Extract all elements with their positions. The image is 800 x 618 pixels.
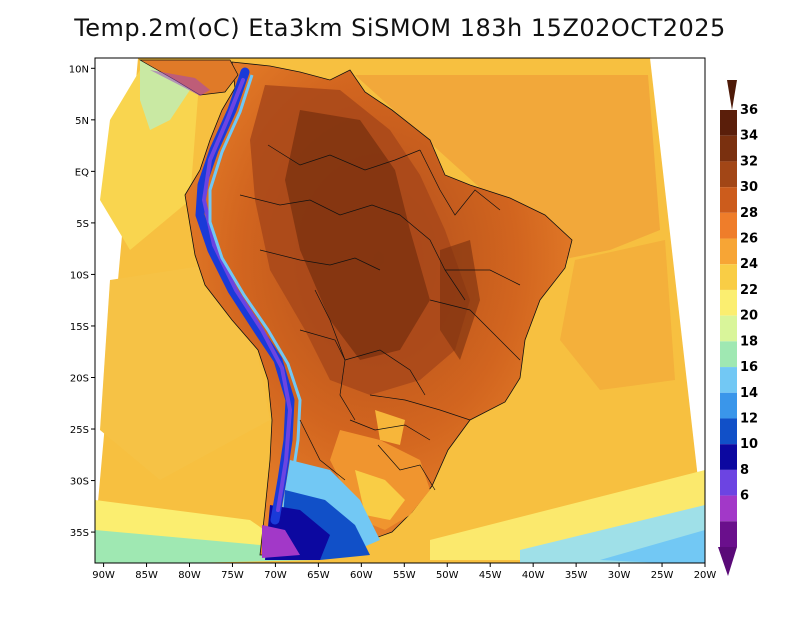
outside-domain-right xyxy=(650,58,705,540)
lat-axis: 10N 5N EQ 5S 10S 15S 20S 25S 30S 35S xyxy=(69,64,95,539)
lon-tick-label: 60W xyxy=(350,570,373,581)
colorbar-level-label: 16 xyxy=(740,360,758,375)
lat-tick-label: 30S xyxy=(70,477,89,488)
lon-tick-label: 45W xyxy=(479,570,502,581)
lon-tick-label: 50W xyxy=(436,570,459,581)
lon-tick-label: 35W xyxy=(565,570,588,581)
colorbar-swatch xyxy=(720,495,737,522)
andes-edge-light xyxy=(208,74,302,481)
colorbar-swatch xyxy=(720,289,737,316)
lon-tick-label: 40W xyxy=(522,570,545,581)
lon-axis: 90W 85W 80W 75W 70W 65W 60W 55W 50W 45W 40W 35W 30W 2… xyxy=(92,563,716,581)
land-southeast-warm xyxy=(355,470,405,520)
colorbar-level-label: 36 xyxy=(740,103,758,118)
central-america-cool xyxy=(150,70,210,96)
lat-tick-label: EQ xyxy=(75,167,89,178)
colorbar-swatch xyxy=(720,315,737,342)
colorbar-level-label: 10 xyxy=(740,437,758,452)
lat-tick-label: 35S xyxy=(70,528,89,539)
lon-tick-label: 25W xyxy=(651,570,674,581)
south-ocean-cool-5 xyxy=(600,530,705,563)
colorbar-level-label: 28 xyxy=(740,206,758,221)
atlantic-warm-band-2 xyxy=(560,240,675,390)
lon-tick-label: 20W xyxy=(694,570,717,581)
colorbar-level-label: 20 xyxy=(740,309,758,324)
colorbar-level-label: 12 xyxy=(740,411,758,426)
colorbar-level-label: 22 xyxy=(740,283,758,298)
lon-tick-label: 90W xyxy=(92,570,115,581)
colorbar-level-label: 8 xyxy=(740,463,749,478)
patagonia-purple xyxy=(262,525,300,558)
colorbar-swatch xyxy=(720,521,737,547)
lon-tick-label: 65W xyxy=(307,570,330,581)
lon-tick-label: 80W xyxy=(178,570,201,581)
lon-tick-label: 30W xyxy=(608,570,631,581)
colorbar-level-label: 34 xyxy=(740,129,758,144)
colorbar-swatch xyxy=(720,367,737,393)
lat-tick-label: 10N xyxy=(69,64,89,75)
colorbar-swatch xyxy=(720,341,737,368)
lat-tick-label: 10S xyxy=(70,270,89,281)
map-title: Temp.2m(oC) Eta3km SiSMOM 183h 15Z02OCT2… xyxy=(74,14,726,42)
colorbar-swatch xyxy=(720,469,737,496)
lon-tick-label: 55W xyxy=(393,570,416,581)
lat-tick-label: 20S xyxy=(70,373,89,384)
colorbar-top-arrow xyxy=(727,80,737,110)
lon-tick-label: 75W xyxy=(221,570,244,581)
pacific-cool-patch-2 xyxy=(100,260,270,480)
colorbar-level-label: 24 xyxy=(740,257,758,272)
colorbar-swatch xyxy=(720,238,737,265)
colorbar-swatch xyxy=(720,444,737,470)
land-hottest xyxy=(285,110,430,360)
pacific-cool-patch xyxy=(100,70,200,250)
colorbar-level-label: 6 xyxy=(740,489,749,504)
atlantic-warm-band xyxy=(355,75,660,260)
colorbar-swatch xyxy=(720,135,737,162)
colorbar-swatch xyxy=(720,418,737,445)
country-borders xyxy=(239,144,521,491)
lat-tick-label: 25S xyxy=(70,425,89,436)
colorbar-level-label: 26 xyxy=(740,232,758,247)
lon-tick-label: 70W xyxy=(264,570,287,581)
colorbar-level-label: 14 xyxy=(740,386,758,401)
colorbar-swatch xyxy=(720,161,737,188)
lon-tick-label: 85W xyxy=(135,570,158,581)
plot-frame xyxy=(94,57,706,564)
colorbar-swatch xyxy=(720,110,737,136)
colorbar-bottom-arrow xyxy=(718,547,737,576)
colorbar-level-label: 32 xyxy=(740,154,758,169)
colorbar-swatch xyxy=(720,264,737,290)
colorbar-swatch xyxy=(720,187,737,213)
map-plot-area xyxy=(95,58,705,563)
colorbar-swatch xyxy=(720,212,737,239)
lat-tick-label: 5N xyxy=(75,116,89,127)
lat-tick-label: 5S xyxy=(76,219,89,230)
colorbar-swatch xyxy=(720,392,737,419)
andes-coldest-ridge xyxy=(202,78,292,512)
colorbar: 36 34 32 30 28 26 24 22 20 18 16 14 12 10 8 6 xyxy=(718,80,758,576)
lat-tick-label: 15S xyxy=(70,322,89,333)
colorbar-level-label: 18 xyxy=(740,334,758,349)
colorbar-level-label: 30 xyxy=(740,180,758,195)
